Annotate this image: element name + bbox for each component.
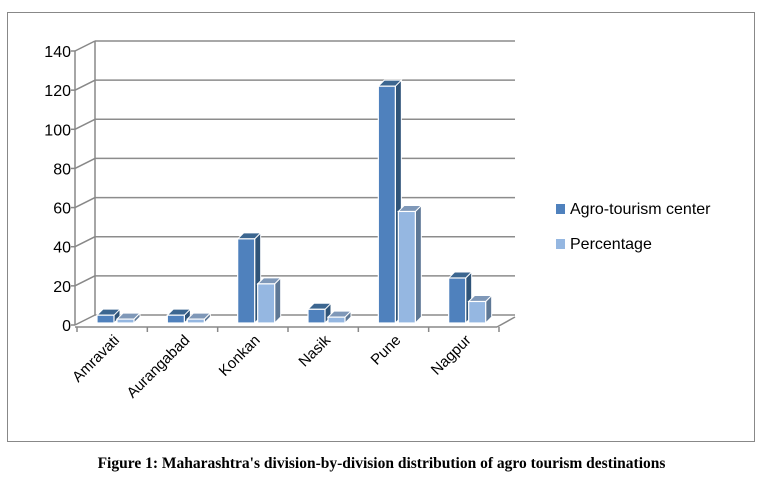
grid-diagonal [74,157,96,170]
bar-percentage [397,204,423,325]
bar-percentage [115,311,142,325]
bar-front [116,318,135,324]
bar-front [186,318,205,324]
legend-label: Agro-tourism center [570,201,711,218]
floor-edge [496,316,516,328]
y-tick-label: 60 [53,201,71,218]
bar-percentage [326,309,353,325]
bar-agro-tourism-center [306,302,333,325]
bar-front [307,308,326,324]
bar-front [397,210,416,324]
y-tick-label: 40 [53,240,71,257]
y-tick-label: 100 [44,122,71,139]
bar-agro-tourism-center [447,270,473,325]
x-tick-label: Konkan [216,332,264,380]
x-tick-label: Amravati [69,332,123,386]
bar-front [257,283,276,324]
y-tick-label: 80 [53,161,71,178]
legend-label: Percentage [570,236,652,253]
bar-front [377,85,396,324]
legend-swatch [556,239,565,249]
grid-diagonal [74,118,96,130]
bar-front [166,314,185,324]
bar-side [274,276,282,325]
bar-percentage [256,276,282,325]
figure-caption: Figure 1: Maharashtra's division-by-divi… [97,455,666,472]
x-tick-label: Nasik [295,331,334,370]
grid-diagonal [74,275,96,287]
grid-diagonal [74,196,96,209]
y-tick-label: 140 [44,44,71,61]
legend-swatch [556,204,565,214]
x-tick-label: Aurangabad [124,332,194,402]
x-tick-label: Pune [368,332,405,369]
bar-front [448,277,467,324]
bar-percentage [467,294,493,325]
grid-diagonal [74,40,96,52]
bar-front [237,238,256,324]
bar-chart: 0 20 40 60 80 100 120 140 Amravati Aurangabad Konk… [44,40,711,402]
bar-front [96,314,115,324]
y-tick-label: 20 [53,279,71,296]
bar-percentage [186,311,212,325]
grid-diagonal [74,236,96,248]
chart-frame [7,12,755,442]
bar-front [327,316,346,324]
bar-agro-tourism-center [166,307,192,325]
x-tick-label: Nagpur [428,332,475,379]
bar-side [414,204,422,325]
bar-front [468,300,487,324]
y-tick-label: 0 [62,318,71,335]
y-tick-label: 120 [44,83,71,100]
bar-agro-tourism-center [236,231,262,325]
grid-diagonal [74,314,96,326]
grid-diagonal [74,79,96,91]
